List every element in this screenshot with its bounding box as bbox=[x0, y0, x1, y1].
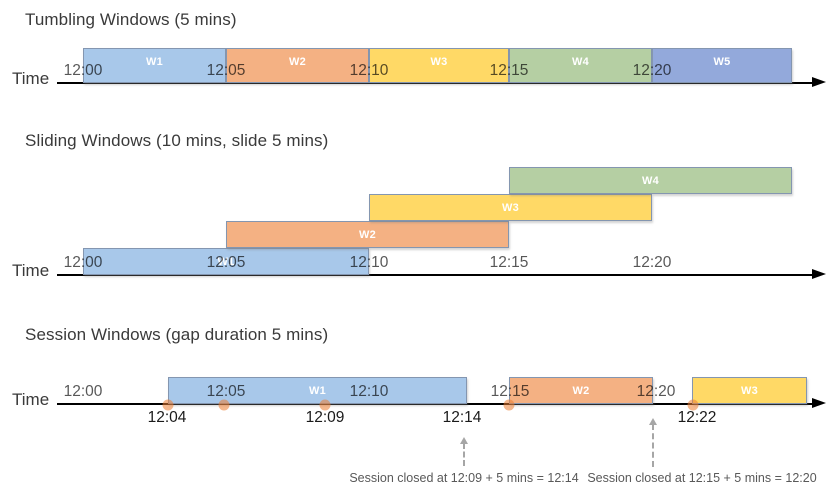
axis-arrowhead-icon bbox=[812, 398, 826, 408]
window-label: W3 bbox=[740, 384, 759, 397]
axis-tick-sliding-1: 12:05 bbox=[206, 254, 246, 271]
time-axis-tumbling bbox=[57, 82, 814, 84]
event-time-label: 12:14 bbox=[442, 409, 482, 426]
axis-arrowhead-icon bbox=[812, 77, 826, 87]
axis-tick-session-0: 12:00 bbox=[63, 383, 103, 400]
window-label: W1 bbox=[217, 255, 235, 268]
window-label: W4 bbox=[571, 55, 590, 68]
window-session-w2: W2 bbox=[509, 377, 653, 404]
event-dot bbox=[162, 399, 174, 411]
section-title-sliding: Sliding Windows (10 mins, slide 5 mins) bbox=[25, 131, 329, 150]
window-label: W3 bbox=[501, 201, 520, 214]
axis-tick-tumbling-4: 12:20 bbox=[632, 62, 672, 79]
window-label: W3 bbox=[430, 55, 448, 68]
axis-tick-tumbling-0: 12:00 bbox=[63, 62, 103, 79]
window-session-w3: W3 bbox=[692, 377, 807, 404]
session-closed-note: Session closed at 12:15 + 5 mins = 12:20 bbox=[587, 471, 817, 485]
time-axis-sliding bbox=[57, 274, 814, 276]
axis-tick-sliding-0: 12:00 bbox=[63, 254, 103, 271]
section-title-tumbling: Tumbling Windows (5 mins) bbox=[25, 10, 237, 29]
axis-tick-tumbling-3: 12:15 bbox=[489, 62, 529, 79]
window-sliding-w3: W3 bbox=[369, 194, 652, 221]
window-label: W4 bbox=[641, 174, 660, 187]
window-label: W2 bbox=[288, 55, 307, 68]
time-axis-label-session: Time bbox=[12, 390, 50, 409]
window-sliding-w1: W1 bbox=[83, 248, 369, 275]
window-session-w1: W1 bbox=[168, 377, 467, 404]
window-label: W1 bbox=[145, 55, 164, 68]
time-axis-label-tumbling: Time bbox=[12, 69, 50, 88]
event-dot bbox=[319, 399, 331, 411]
dashed-up-arrow-head-icon bbox=[649, 418, 657, 425]
time-axis-label-sliding: Time bbox=[12, 261, 50, 280]
axis-tick-sliding-2: 12:10 bbox=[349, 254, 389, 271]
event-dot bbox=[503, 399, 515, 411]
window-label: W2 bbox=[358, 228, 377, 241]
dashed-up-arrow bbox=[463, 443, 465, 466]
session-closed-note: Session closed at 12:09 + 5 mins = 12:14 bbox=[349, 471, 579, 485]
window-tumbling-w3: W3 bbox=[369, 48, 509, 83]
window-tumbling-w2: W2 bbox=[226, 48, 369, 83]
event-time-label: 12:22 bbox=[677, 409, 717, 426]
window-tumbling-w5: W5 bbox=[652, 48, 792, 83]
window-sliding-w2: W2 bbox=[226, 221, 509, 248]
window-label: W2 bbox=[572, 384, 590, 397]
axis-tick-tumbling-1: 12:05 bbox=[206, 62, 246, 79]
axis-tick-session-2: 12:10 bbox=[349, 383, 389, 400]
event-time-label: 12:09 bbox=[305, 409, 345, 426]
time-axis-session bbox=[57, 403, 814, 405]
section-title-session: Session Windows (gap duration 5 mins) bbox=[25, 325, 329, 344]
window-label: W5 bbox=[713, 55, 731, 68]
dashed-up-arrow-head-icon bbox=[460, 437, 468, 444]
event-dot bbox=[218, 399, 230, 411]
window-sliding-w4: W4 bbox=[509, 167, 792, 194]
axis-arrowhead-icon bbox=[812, 269, 826, 279]
event-time-label: 12:04 bbox=[147, 409, 187, 426]
axis-tick-sliding-4: 12:20 bbox=[632, 254, 672, 271]
axis-tick-session-4: 12:20 bbox=[636, 383, 676, 400]
dashed-up-arrow bbox=[652, 424, 654, 467]
window-label: W1 bbox=[308, 384, 327, 397]
event-dot bbox=[687, 399, 699, 411]
axis-tick-session-3: 12:15 bbox=[490, 383, 530, 400]
axis-tick-tumbling-2: 12:10 bbox=[349, 62, 389, 79]
axis-tick-session-1: 12:05 bbox=[206, 383, 246, 400]
window-tumbling-w4: W4 bbox=[509, 48, 652, 83]
axis-tick-sliding-3: 12:15 bbox=[489, 254, 529, 271]
window-tumbling-w1: W1 bbox=[83, 48, 226, 83]
